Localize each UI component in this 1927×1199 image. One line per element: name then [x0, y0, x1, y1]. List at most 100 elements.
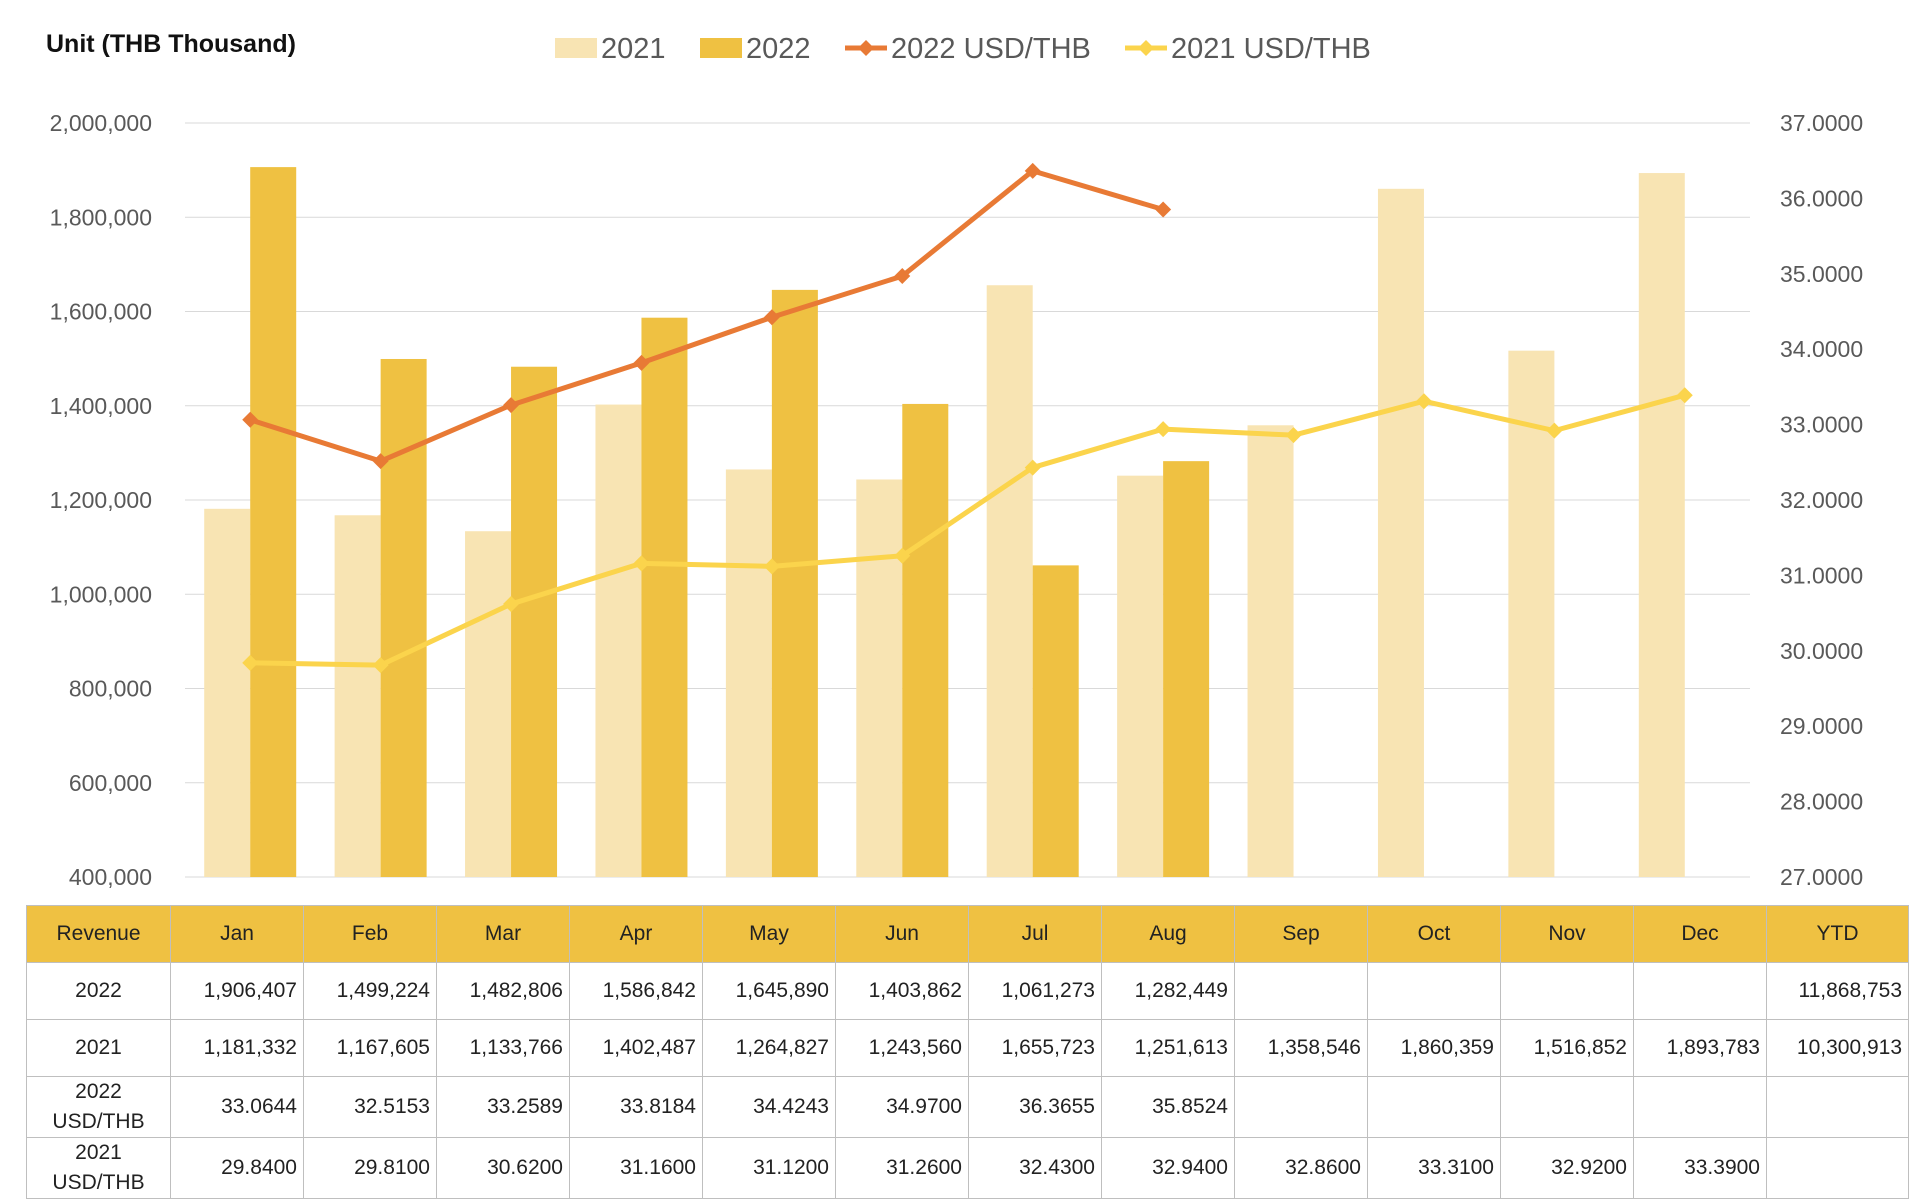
- table-cell: 33.8184: [569, 1076, 703, 1138]
- table-cell: 32.9400: [1101, 1137, 1235, 1199]
- usd-thb-2021-point: [503, 596, 520, 613]
- right-tick-label: 34.0000: [1780, 336, 1863, 362]
- right-tick-label: 27.0000: [1780, 864, 1863, 890]
- usd-thb-2022-point: [633, 354, 650, 371]
- usd-thb-2022-point: [763, 309, 780, 326]
- bar-2021: [595, 404, 642, 877]
- table-header-cell: Sep: [1234, 905, 1368, 963]
- bar-2021: [1508, 350, 1555, 878]
- table-header-cell: Nov: [1500, 905, 1634, 963]
- usd-thb-2021-point: [372, 657, 389, 674]
- bar-2021: [725, 469, 772, 877]
- table-header-row: Revenue Jan Feb Mar Apr May Jun Jul Aug Sep Oct Nov…: [26, 905, 1909, 963]
- table-header-cell: Apr: [569, 905, 703, 963]
- table-row: 2022 USD/THB 33.0644 32.5153 33.2589 33.8184…: [26, 1076, 1909, 1138]
- legend-2022-usd-thb-label: 2022 USD/THB: [891, 33, 1091, 65]
- table-header-cell: Jan: [170, 905, 304, 963]
- table-cell: [1766, 1076, 1909, 1138]
- table-cell: 31.1600: [569, 1137, 703, 1199]
- table-cell: 1,243,560: [835, 1019, 969, 1077]
- table-cell: 1,645,890: [702, 962, 836, 1020]
- usd-thb-2021-point: [633, 555, 650, 572]
- unit-label: Unit (THB Thousand): [46, 30, 296, 58]
- table-cell: 29.8400: [170, 1137, 304, 1199]
- table-cell: 1,516,852: [1500, 1019, 1634, 1077]
- table-cell: 31.2600: [835, 1137, 969, 1199]
- left-tick-label: 800,000: [69, 676, 152, 702]
- usd-thb-2021-point: [1155, 421, 1172, 438]
- usd-thb-2021-point: [1415, 393, 1432, 410]
- row-label: 2021: [26, 1019, 171, 1077]
- table-header-cell: Jul: [968, 905, 1102, 963]
- right-tick-label: 36.0000: [1780, 185, 1863, 211]
- table-cell: 1,181,332: [170, 1019, 304, 1077]
- bar-2021: [204, 508, 251, 877]
- table-row: 2022 1,906,407 1,499,224 1,482,806 1,586,842…: [26, 962, 1909, 1020]
- legend-2021-swatch: [555, 38, 597, 58]
- left-tick-label: 1,200,000: [50, 487, 152, 513]
- bars: [204, 167, 1685, 878]
- table-cell: 36.3655: [968, 1076, 1102, 1138]
- table-cell: [1500, 1076, 1634, 1138]
- legend: 2021 2022 2022 USD/THB 2021 USD/THB: [555, 33, 1371, 65]
- right-tick-label: 28.0000: [1780, 789, 1863, 815]
- table-header-cell: Revenue: [26, 905, 171, 963]
- table-cell: [1766, 1137, 1909, 1199]
- bar-2022: [771, 289, 818, 877]
- usd-thb-2021-point: [1546, 422, 1563, 439]
- left-tick-label: 400,000: [69, 864, 152, 890]
- table-cell: [1367, 1076, 1501, 1138]
- table-cell: 33.3900: [1633, 1137, 1767, 1199]
- usd-thb-2021-point: [763, 558, 780, 575]
- bar-2021: [1247, 425, 1294, 877]
- table-cell: [1633, 962, 1767, 1020]
- table-cell: 35.8524: [1101, 1076, 1235, 1138]
- usd-thb-2021-line: [250, 392, 1686, 668]
- table-cell: 1,167,605: [303, 1019, 437, 1077]
- legend-2022-label: 2022: [746, 33, 811, 65]
- usd-thb-2021-point: [242, 654, 259, 671]
- table-cell: 1,499,224: [303, 962, 437, 1020]
- table-cell: 1,358,546: [1234, 1019, 1368, 1077]
- legend-2021-usd-thb-marker: [1138, 40, 1154, 56]
- table-cell: 1,906,407: [170, 962, 304, 1020]
- bar-2022: [380, 358, 427, 877]
- table-cell: 30.6200: [436, 1137, 570, 1199]
- usd-thb-2022-point: [242, 411, 259, 428]
- table-row: 2021 USD/THB 29.8400 29.8100 30.6200 31.1600…: [26, 1137, 1909, 1199]
- bar-2021: [334, 515, 381, 877]
- table-cell: 32.8600: [1234, 1137, 1368, 1199]
- left-tick-label: 1,600,000: [50, 299, 152, 325]
- usd-thb-2021-point: [1024, 459, 1041, 476]
- usd-thb-2022-line: [249, 168, 1164, 464]
- usd-thb-2022-point: [894, 268, 911, 285]
- right-tick-label: 29.0000: [1780, 713, 1863, 739]
- legend-2021-label: 2021: [601, 33, 666, 65]
- usd-thb-2022-point: [1155, 201, 1172, 218]
- right-tick-label: 33.0000: [1780, 412, 1863, 438]
- table-cell: 1,282,449: [1101, 962, 1235, 1020]
- right-tick-label: 31.0000: [1780, 562, 1863, 588]
- table-header-cell: Dec: [1633, 905, 1767, 963]
- bar-2021: [465, 531, 512, 877]
- usd-thb-2022-point: [1024, 162, 1041, 179]
- bar-2022: [641, 317, 688, 878]
- bar-2022: [250, 167, 297, 877]
- table-header-cell: Aug: [1101, 905, 1235, 963]
- gridlines: [185, 122, 1750, 878]
- legend-2022-usd-thb-marker: [858, 40, 874, 56]
- bar-2021: [1377, 188, 1424, 878]
- left-tick-label: 600,000: [69, 770, 152, 796]
- left-tick-label: 2,000,000: [50, 110, 152, 136]
- table-cell: 1,586,842: [569, 962, 703, 1020]
- table-cell: [1234, 962, 1368, 1020]
- usd-thb-2021-point: [894, 547, 911, 564]
- table-cell: 1,061,273: [968, 962, 1102, 1020]
- table-cell: 1,655,723: [968, 1019, 1102, 1077]
- table-header-cell: YTD: [1766, 905, 1909, 963]
- table-header-cell: Oct: [1367, 905, 1501, 963]
- bar-2022: [511, 366, 558, 877]
- table-cell: 1,264,827: [702, 1019, 836, 1077]
- table-cell: [1367, 962, 1501, 1020]
- table-header-cell: Jun: [835, 905, 969, 963]
